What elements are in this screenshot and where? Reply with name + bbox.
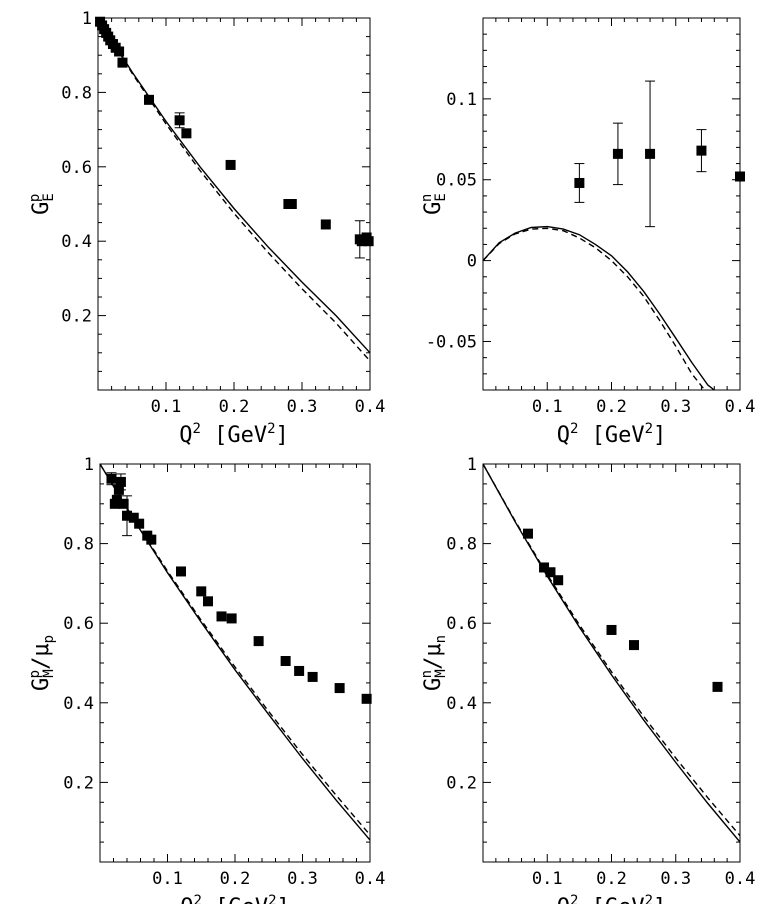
data-point bbox=[522, 528, 533, 539]
dashed-curve bbox=[482, 463, 741, 837]
data-point bbox=[117, 57, 128, 68]
x-axis-label: Q2 [GeV2] bbox=[180, 893, 290, 904]
data-point bbox=[553, 575, 564, 586]
data-point bbox=[134, 518, 145, 529]
data-point bbox=[286, 199, 297, 209]
data-point bbox=[363, 236, 374, 247]
data-point bbox=[334, 683, 345, 694]
y-tick-label: -0.05 bbox=[426, 332, 477, 352]
plot-frame bbox=[482, 463, 741, 863]
panel-proton-electric: 0.1 0.2 0.3 0.4 0.2 0.4 0.6 0.8 1 Q2 [GeV2] GEp bbox=[27, 9, 385, 448]
y-tick-label: 0.2 bbox=[446, 773, 477, 793]
data-point bbox=[606, 624, 617, 635]
data-point bbox=[735, 171, 745, 182]
x-tick-label: 0.3 bbox=[660, 397, 691, 417]
solid-curve bbox=[97, 17, 371, 354]
data-point bbox=[225, 159, 236, 170]
data-point bbox=[712, 681, 723, 692]
y-tick-label: 1 bbox=[84, 455, 94, 475]
x-tick-label: 0.3 bbox=[287, 869, 318, 889]
x-tick-label: 0.3 bbox=[287, 397, 318, 417]
x-tick-label: 0.3 bbox=[660, 869, 691, 889]
plot-frame bbox=[482, 17, 741, 391]
x-tick-label: 0.1 bbox=[532, 397, 563, 417]
y-tick-label: 0.4 bbox=[61, 232, 92, 252]
data-point bbox=[144, 94, 154, 105]
y-axis-label: GMp/μp bbox=[27, 635, 57, 691]
solid-curve bbox=[482, 463, 741, 843]
panel-proton-magnetic: 0.1 0.2 0.3 0.4 0.2 0.4 0.6 0.8 1 Q2 [GeV2] GMp/μp bbox=[27, 455, 385, 904]
y-tick-label: 1 bbox=[467, 455, 477, 475]
y-tick-label: 0.4 bbox=[63, 694, 94, 714]
x-tick-label: 0.2 bbox=[596, 397, 627, 417]
dashed-curve bbox=[97, 17, 371, 362]
y-tick-label: 0.6 bbox=[61, 158, 92, 178]
panel-neutron-magnetic: 0.1 0.2 0.3 0.4 0.2 0.4 0.6 0.8 1 Q2 [GeV2] GMn/μn bbox=[419, 455, 755, 904]
x-tick-label: 0.1 bbox=[532, 869, 563, 889]
data-point bbox=[122, 510, 132, 521]
data-point bbox=[545, 567, 556, 578]
data-point bbox=[574, 177, 585, 188]
panel-neutron-electric: 0.1 0.2 0.3 0.4 -0.05 0 0.05 0.1 Q2 [GeV2] GEn bbox=[419, 17, 756, 448]
y-tick-label: 0.8 bbox=[446, 535, 477, 555]
y-tick-label: 0.2 bbox=[61, 307, 92, 327]
y-axis-label: GEp bbox=[27, 193, 57, 215]
x-tick-label: 0.4 bbox=[725, 869, 756, 889]
data-point bbox=[174, 115, 185, 126]
data-point bbox=[128, 512, 139, 523]
y-axis-label: GEn bbox=[419, 193, 449, 215]
data-point bbox=[181, 128, 192, 139]
data-point bbox=[628, 640, 639, 651]
data-point bbox=[146, 534, 157, 545]
data-point bbox=[196, 586, 207, 597]
x-tick-label: 0.2 bbox=[220, 869, 251, 889]
data-point bbox=[294, 665, 305, 676]
x-tick-label: 0.2 bbox=[596, 869, 627, 889]
data-point bbox=[253, 636, 264, 647]
data-point bbox=[307, 671, 318, 682]
dashed-curve bbox=[482, 227, 706, 391]
y-tick-label: 0.05 bbox=[436, 171, 477, 191]
y-tick-label: 0.6 bbox=[446, 614, 477, 634]
x-tick-label: 0.4 bbox=[725, 397, 756, 417]
data-point bbox=[118, 498, 129, 509]
y-tick-label: 0.6 bbox=[63, 614, 94, 634]
data-point bbox=[645, 148, 656, 159]
data-point bbox=[226, 613, 237, 624]
data-point bbox=[114, 46, 125, 57]
data-point bbox=[361, 693, 372, 704]
y-tick-label: 0.4 bbox=[446, 694, 477, 714]
y-tick-label: 0 bbox=[467, 252, 477, 272]
x-axis-label: Q2 [GeV2] bbox=[557, 893, 667, 904]
x-tick-label: 0.2 bbox=[219, 397, 250, 417]
data-point bbox=[280, 656, 291, 667]
data-point bbox=[320, 219, 331, 230]
data-point bbox=[216, 611, 227, 622]
x-tick-label: 0.4 bbox=[355, 397, 386, 417]
plot-frame bbox=[97, 17, 371, 391]
solid-curve bbox=[482, 225, 715, 391]
x-axis-label: Q2 [GeV2] bbox=[557, 421, 667, 448]
y-tick-label: 0.8 bbox=[63, 535, 94, 555]
data-point bbox=[203, 596, 213, 607]
data-point bbox=[106, 473, 117, 484]
y-tick-label: 0.1 bbox=[446, 90, 477, 110]
data-point bbox=[111, 494, 122, 505]
data-point bbox=[176, 566, 186, 577]
y-tick-label: 0.8 bbox=[61, 83, 92, 103]
x-tick-label: 0.1 bbox=[151, 397, 182, 417]
data-point bbox=[115, 476, 126, 487]
data-point bbox=[539, 562, 550, 573]
y-axis-label: GMn/μn bbox=[419, 635, 449, 691]
y-tick-label: 0.2 bbox=[63, 773, 94, 793]
data-point bbox=[612, 148, 623, 159]
y-tick-label: 1 bbox=[82, 9, 92, 29]
x-tick-label: 0.1 bbox=[152, 869, 183, 889]
data-point bbox=[696, 145, 707, 156]
x-tick-label: 0.4 bbox=[355, 869, 386, 889]
x-axis-label: Q2 [GeV2] bbox=[179, 421, 289, 448]
